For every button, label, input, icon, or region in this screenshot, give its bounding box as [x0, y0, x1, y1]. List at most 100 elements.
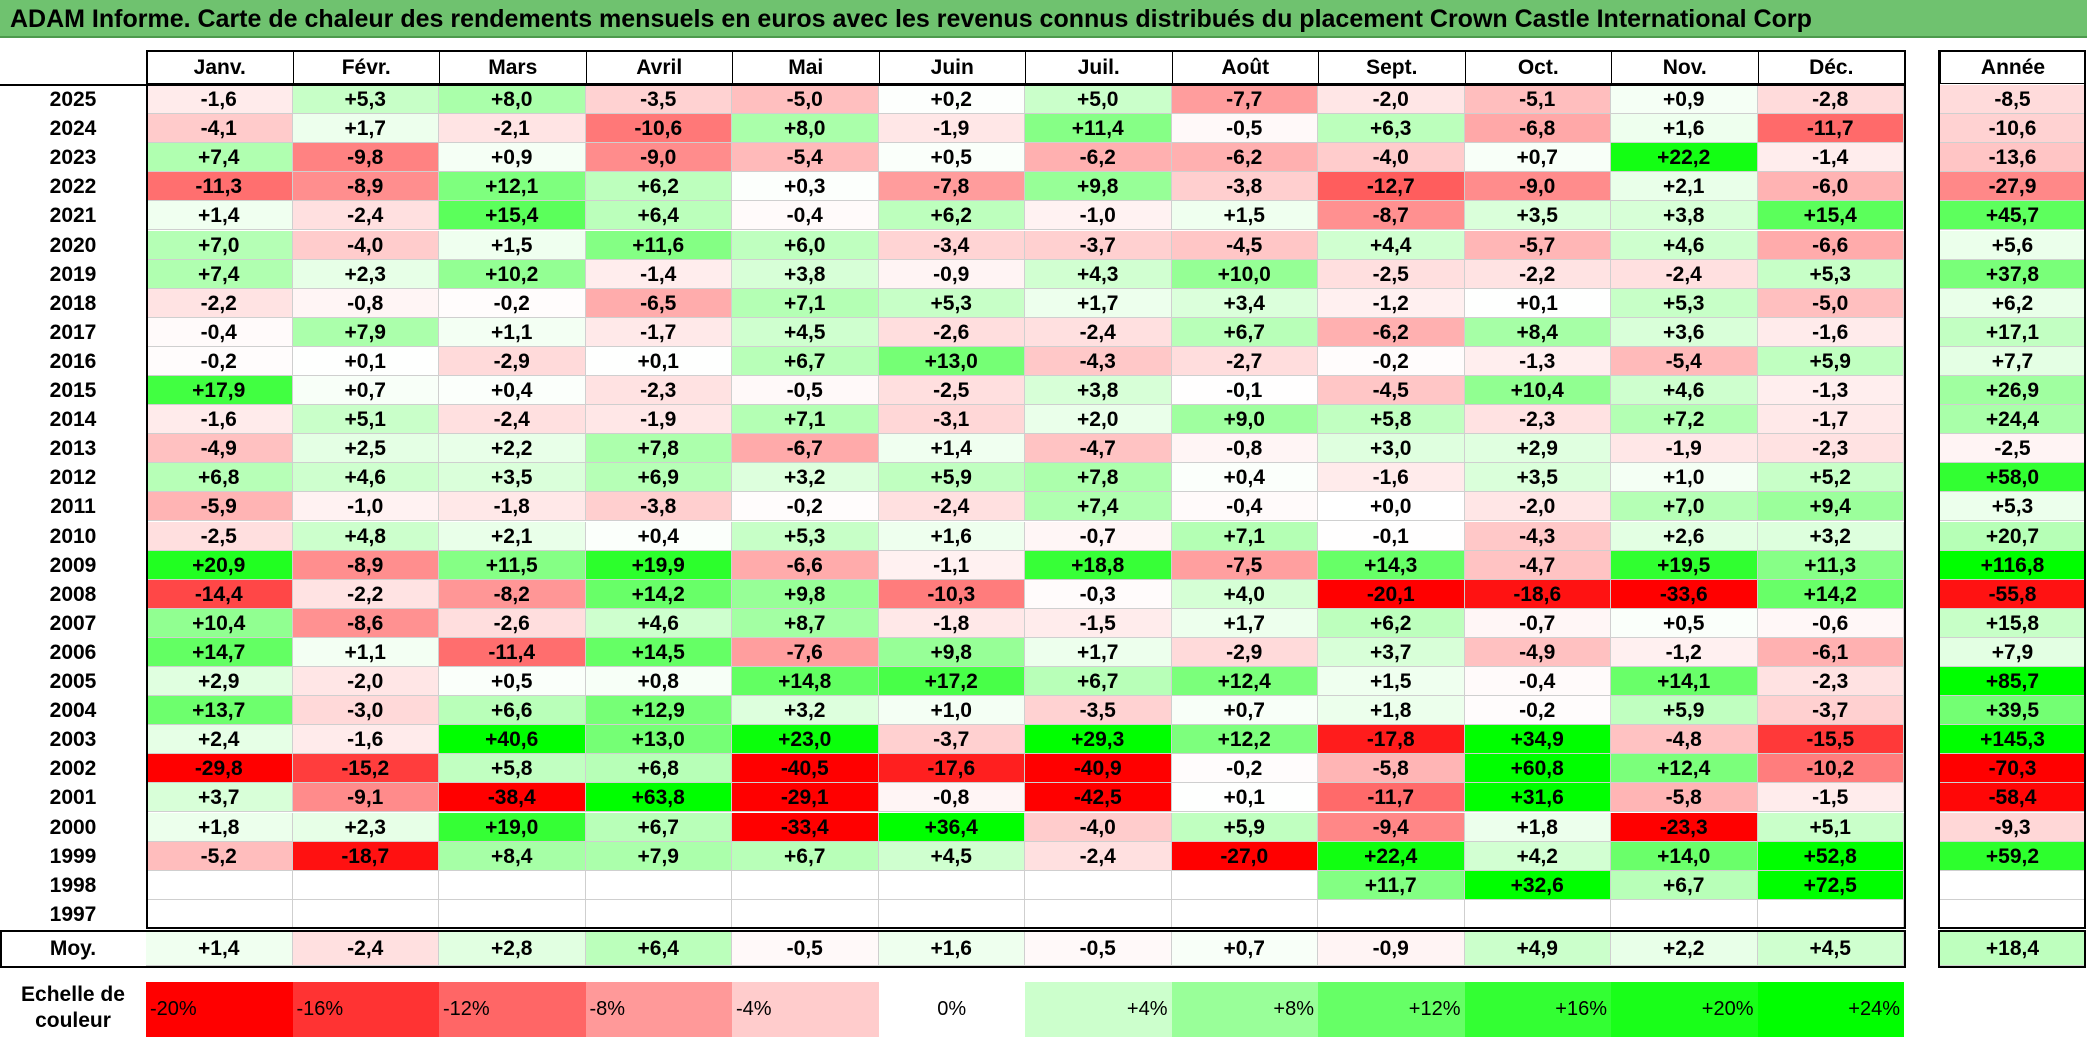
heatmap-cell: -0,4 — [1464, 667, 1611, 697]
heatmap-cell: +11,5 — [439, 550, 586, 580]
heatmap-cell — [585, 870, 732, 900]
month-header: Oct. — [1464, 50, 1612, 84]
heatmap-cell: -8,9 — [292, 172, 439, 202]
annual-cell: +58,0 — [1940, 463, 2086, 493]
heatmap-cell: +7,1 — [732, 405, 879, 435]
heatmap-cell: -3,7 — [878, 725, 1025, 755]
heatmap-cell: +6,8 — [585, 754, 732, 784]
average-cell: -0,5 — [732, 932, 879, 966]
annual-cell: -9,3 — [1940, 812, 2086, 842]
heatmap-cell: +0,7 — [1171, 696, 1318, 726]
average-cell: +4,5 — [1757, 932, 1904, 966]
annual-cell — [1940, 870, 2086, 900]
heatmap-cell: -3,5 — [585, 85, 732, 115]
heatmap-cell: +5,3 — [1611, 288, 1758, 318]
heatmap-cell: -1,0 — [292, 492, 439, 522]
heatmap-cell: +9,4 — [1757, 492, 1904, 522]
heatmap-cell: -2,5 — [1318, 259, 1465, 289]
heatmap-cell: +10,0 — [1171, 259, 1318, 289]
heatmap-cell: -1,4 — [585, 259, 732, 289]
month-header: Janv. — [146, 50, 294, 84]
header-rule — [0, 84, 1906, 86]
heatmap-cell: -4,8 — [1611, 725, 1758, 755]
heatmap-cell: -0,2 — [1318, 346, 1465, 376]
heatmap-cell: +6,7 — [1611, 870, 1758, 900]
heatmap-cell: -0,1 — [1318, 521, 1465, 551]
year-label: 2013 — [49, 437, 97, 461]
heatmap-cell: -0,2 — [439, 288, 586, 318]
heatmap-cell — [1025, 899, 1172, 929]
heatmap-cell: -11,7 — [1318, 783, 1465, 813]
heatmap-cell: +7,9 — [292, 317, 439, 347]
heatmap-cell: -4,7 — [1464, 550, 1611, 580]
heatmap-cell: -1,3 — [1464, 346, 1611, 376]
heatmap-cell: +7,1 — [1171, 521, 1318, 551]
heatmap-cell: +5,9 — [878, 463, 1025, 493]
heatmap-cell: +1,8 — [146, 812, 293, 842]
heatmap-cell: -4,7 — [1025, 434, 1172, 464]
annual-cell: +6,2 — [1940, 288, 2086, 318]
heatmap-cell: +14,1 — [1611, 667, 1758, 697]
heatmap-cell: +2,1 — [439, 521, 586, 551]
heatmap-cell: -3,7 — [1757, 696, 1904, 726]
heatmap-cell: -3,8 — [585, 492, 732, 522]
heatmap-cell: +0,5 — [1611, 608, 1758, 638]
heatmap-cell: -2,5 — [878, 376, 1025, 406]
heatmap-cell: +0,4 — [585, 521, 732, 551]
heatmap-cell: -38,4 — [439, 783, 586, 813]
heatmap-cell: -5,8 — [1318, 754, 1465, 784]
heatmap-cell: -5,4 — [1611, 346, 1758, 376]
heatmap-cell: -2,4 — [439, 405, 586, 435]
heatmap-cell: +13,0 — [878, 346, 1025, 376]
heatmap-cell: -15,5 — [1757, 725, 1904, 755]
heatmap-cell: -6,1 — [1757, 637, 1904, 667]
heatmap-cell: +4,8 — [292, 521, 439, 551]
month-header: Juin — [878, 50, 1026, 84]
average-cell: +2,8 — [439, 932, 586, 966]
heatmap-cell: +0,5 — [439, 667, 586, 697]
average-cell: -0,5 — [1025, 932, 1172, 966]
heatmap-cell: -2,2 — [146, 288, 293, 318]
heatmap-cell: -5,9 — [146, 492, 293, 522]
heatmap-cell: -2,3 — [585, 376, 732, 406]
report-title: ADAM Informe. Carte de chaleur des rende… — [0, 0, 2087, 38]
heatmap-cell: +6,6 — [439, 696, 586, 726]
heatmap-cell: +2,3 — [292, 259, 439, 289]
heatmap-cell: -6,7 — [732, 434, 879, 464]
heatmap-cell: -5,2 — [146, 841, 293, 871]
heatmap-cell: -0,6 — [1757, 608, 1904, 638]
heatmap-cell: -1,6 — [146, 405, 293, 435]
color-scale-step: +12% — [1318, 982, 1465, 1037]
annual-cell: -70,3 — [1940, 754, 2086, 784]
heatmap-cell: -2,4 — [1611, 259, 1758, 289]
heatmap-cell: -2,3 — [1464, 405, 1611, 435]
heatmap-cell: -1,0 — [1025, 201, 1172, 231]
annual-cell: +145,3 — [1940, 725, 2086, 755]
heatmap-cell: +13,7 — [146, 696, 293, 726]
heatmap-cell: +1,7 — [1171, 608, 1318, 638]
heatmap-cell: -0,1 — [1171, 376, 1318, 406]
heatmap-cell: +31,6 — [1464, 783, 1611, 813]
annual-cell: +5,6 — [1940, 230, 2086, 260]
heatmap-cell: -2,4 — [292, 201, 439, 231]
heatmap-cell: +7,8 — [1025, 463, 1172, 493]
heatmap-cell: +14,5 — [585, 637, 732, 667]
heatmap-cell: +4,0 — [1171, 579, 1318, 609]
heatmap-cell: -3,1 — [878, 405, 1025, 435]
heatmap-cell: -6,8 — [1464, 114, 1611, 144]
color-scale-step: -4% — [732, 982, 879, 1037]
heatmap-cell: -0,3 — [1025, 579, 1172, 609]
heatmap-cell: +2,3 — [292, 812, 439, 842]
heatmap-cell: +6,7 — [585, 812, 732, 842]
heatmap-cell: -7,6 — [732, 637, 879, 667]
heatmap-cell: +3,7 — [146, 783, 293, 813]
heatmap-cell: -5,7 — [1464, 230, 1611, 260]
heatmap-cell: +3,8 — [1025, 376, 1172, 406]
heatmap-cell: -29,8 — [146, 754, 293, 784]
heatmap-cell: +2,0 — [1025, 405, 1172, 435]
heatmap-cell: +8,0 — [439, 85, 586, 115]
year-label: 2017 — [49, 320, 97, 344]
heatmap-cell: +19,9 — [585, 550, 732, 580]
heatmap-cell: +3,7 — [1318, 637, 1465, 667]
heatmap-cell: -5,4 — [732, 143, 879, 173]
